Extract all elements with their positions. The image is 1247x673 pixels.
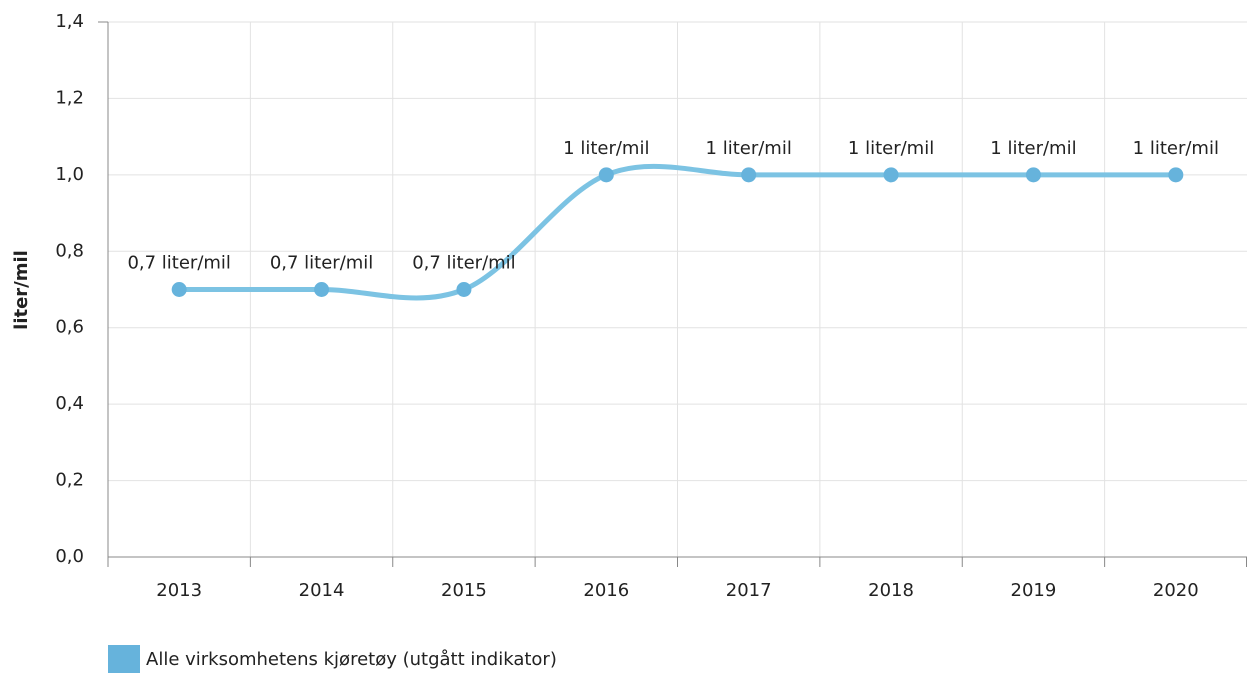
y-tick-label: 0,2 (55, 470, 84, 491)
x-tick-label: 2015 (441, 580, 487, 601)
data-label: 0,7 liter/mil (127, 253, 230, 274)
data-label: 1 liter/mil (1133, 138, 1219, 159)
legend-swatch (108, 645, 140, 673)
y-tick-label: 1,0 (55, 164, 84, 185)
data-label: 1 liter/mil (848, 138, 934, 159)
y-tick-label: 1,2 (55, 87, 84, 108)
data-point (883, 167, 899, 183)
data-point (314, 282, 330, 297)
legend-label: Alle virksomhetens kjøretøy (utgått indi… (146, 649, 557, 670)
x-tick-label: 2014 (299, 580, 345, 601)
y-tick-label: 0,4 (55, 393, 84, 414)
x-tick-label: 2019 (1011, 580, 1057, 601)
x-tick-label: 2016 (583, 580, 629, 601)
data-point (741, 167, 757, 183)
data-label: 0,7 liter/mil (412, 253, 515, 274)
data-point (171, 282, 187, 297)
data-label: 1 liter/mil (990, 138, 1076, 159)
data-label: 0,7 liter/mil (270, 253, 373, 274)
x-tick-label: 2020 (1153, 580, 1199, 601)
data-label: 1 liter/mil (706, 138, 792, 159)
data-point (598, 167, 614, 183)
x-tick-label: 2017 (726, 580, 772, 601)
x-tick-label: 2013 (156, 580, 202, 601)
series-line (176, 163, 1179, 301)
y-axis-label: liter/mil (11, 250, 32, 330)
data-point (456, 282, 472, 297)
x-tick-label: 2018 (868, 580, 914, 601)
data-point (1168, 167, 1184, 183)
data-label: 1 liter/mil (563, 138, 649, 159)
y-tick-label: 0,0 (55, 546, 84, 567)
data-point (1025, 167, 1041, 183)
y-tick-label: 1,4 (55, 11, 84, 32)
y-tick-label: 0,8 (55, 240, 84, 261)
y-tick-label: 0,6 (55, 317, 84, 338)
